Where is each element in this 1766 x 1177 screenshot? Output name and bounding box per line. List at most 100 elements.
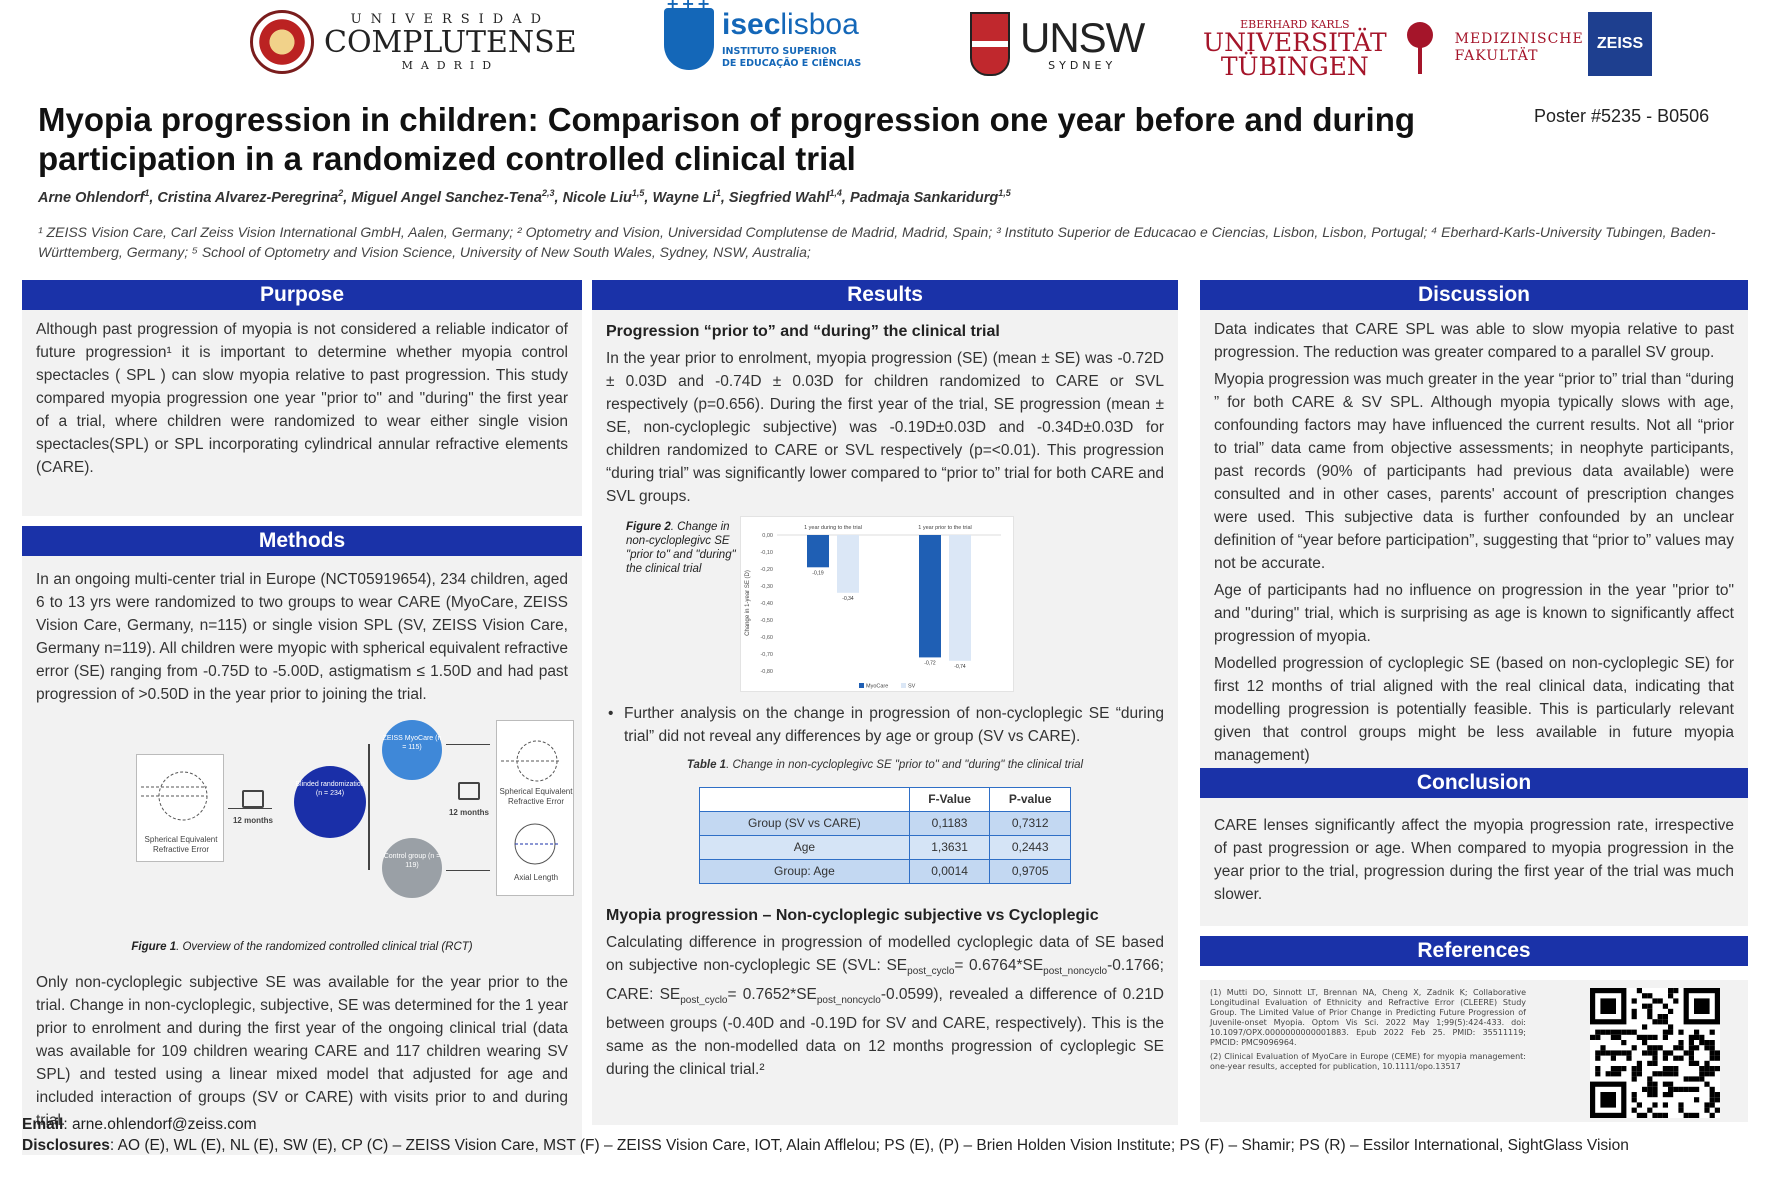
qr-module [1709, 1040, 1715, 1046]
qr-module [1657, 1071, 1663, 1077]
qr-module [1647, 1003, 1653, 1009]
results-bullet-1: Further analysis on the change in progre… [606, 702, 1164, 748]
qr-module [1662, 1014, 1668, 1020]
qr-module [1652, 1019, 1658, 1025]
table-cell: Group: Age [699, 859, 910, 884]
data-label: -0,72 [924, 660, 936, 666]
references-box: (1) Mutti DO, Sinnott LT, Brennan NA, Ch… [1200, 980, 1748, 1122]
qr-module [1688, 1040, 1694, 1046]
author-affiliation-number: 1,4 [829, 188, 842, 198]
qr-module [1668, 1008, 1674, 1014]
qr-module [1704, 1081, 1710, 1087]
results-paragraph-1: In the year prior to enrolment, myopia p… [606, 350, 1164, 505]
qr-module [1652, 1112, 1658, 1118]
qr-module [1662, 1034, 1668, 1040]
results-header: Results [592, 280, 1178, 310]
author-name: Nicole Liu [562, 189, 632, 206]
qr-module [1709, 1066, 1715, 1072]
qr-module [1642, 1086, 1648, 1092]
unsw-name: UNSW [1020, 13, 1145, 61]
qr-module [1668, 988, 1674, 994]
author-affiliation-number: 1 [715, 188, 721, 198]
email-address[interactable]: : arne.ohlendorf@zeiss.com [63, 1116, 257, 1133]
conclusion-box: CARE lenses significantly affect the myo… [1200, 798, 1748, 926]
bar-myocare [919, 535, 941, 658]
qr-module [1631, 1066, 1637, 1072]
y-tick-label: -0,80 [760, 669, 773, 675]
legend-swatch [901, 683, 906, 688]
qr-module [1694, 1086, 1700, 1092]
qr-module [1631, 1045, 1637, 1051]
table-1-label: Table 1 [686, 759, 727, 771]
qr-module [1616, 1029, 1622, 1035]
qr-module [1631, 1014, 1637, 1020]
qr-module [1642, 1040, 1648, 1046]
author-affiliation-number: 2 [338, 188, 344, 198]
authors-line: Arne Ohlendorf1, Cristina Alvarez-Peregr… [38, 188, 1011, 206]
discussion-box: Data indicates that CARE SPL was able to… [1200, 310, 1748, 768]
qr-module [1631, 1071, 1637, 1077]
author-name: Wayne Li [652, 189, 716, 206]
qr-module [1673, 1086, 1679, 1092]
qr-module [1714, 1097, 1720, 1103]
randomization-label: Blinded randomization (n = 234) [295, 781, 365, 797]
y-tick-label: -0,20 [760, 567, 773, 573]
references-header: References [1200, 936, 1748, 966]
email-line: Email: arne.ohlendorf@zeiss.com [22, 1114, 1629, 1135]
qr-module [1631, 1029, 1637, 1035]
qr-module [1631, 1076, 1637, 1082]
qr-module [1709, 1029, 1715, 1035]
qr-module [1694, 1076, 1700, 1082]
qr-module [1642, 1034, 1648, 1040]
disclosures-label: Disclosures [22, 1137, 110, 1154]
baseline-label: Spherical Equivalent Refractive Error [144, 835, 218, 854]
legend-label: SV [908, 684, 916, 690]
months-label-1: 12 months [232, 816, 273, 825]
isec-name-bold: isec [722, 8, 781, 41]
outcome-top-label: Spherical Equivalent Refractive Error [499, 787, 573, 806]
qr-module [1647, 1107, 1653, 1113]
qr-module [1652, 1045, 1658, 1051]
arrow-top [446, 744, 490, 745]
axial-length-icon [514, 823, 559, 865]
formula-sub: post_noncyclo [1043, 966, 1108, 978]
qr-module [1631, 1107, 1637, 1113]
qr-module [1688, 1086, 1694, 1092]
qr-module [1673, 1066, 1679, 1072]
author-name: Siegfried Wahl [728, 189, 830, 206]
qr-module [1636, 1102, 1642, 1108]
discussion-paragraph-1: Data indicates that CARE SPL was able to… [1214, 321, 1734, 361]
qr-module [1647, 1092, 1653, 1098]
tubingen-top: EBERHARD KARLS [1240, 18, 1350, 31]
table-header-row: F-Value P-value [699, 787, 1071, 812]
qr-module [1673, 1071, 1679, 1077]
table-row: Age 1,3631 0,2443 [699, 835, 1071, 860]
calendar-icon-2 [458, 782, 480, 800]
unsw-crest-icon [970, 12, 1010, 76]
figure-2: Figure 2. Change in non-cycloplegivc SE … [606, 516, 1164, 692]
qr-module [1714, 1107, 1720, 1113]
results-subheading-1: Progression “prior to” and “during” the … [606, 323, 1000, 340]
qr-code-icon[interactable] [1590, 988, 1720, 1118]
arrow-1 [228, 808, 272, 809]
qr-module [1662, 1081, 1668, 1087]
outcome-box: Spherical Equivalent Refractive Error Ax… [496, 720, 574, 896]
qr-module [1662, 1019, 1668, 1025]
qr-module [1595, 1055, 1601, 1061]
table-cell: Group (SV vs CARE) [699, 811, 910, 836]
formula-sub: post_cyclo [680, 995, 728, 1007]
formula-part: -0.1766; CARE: SE [606, 957, 1164, 1004]
qr-module [1688, 1076, 1694, 1082]
qr-module [1683, 1112, 1689, 1118]
qr-module [1647, 1050, 1653, 1056]
unsw-logo: UNSW SYDNEY [970, 12, 1145, 76]
table-row: Group (SV vs CARE) 0,1183 0,7312 [699, 811, 1071, 836]
qr-module [1662, 1029, 1668, 1035]
qr-module [1699, 1076, 1705, 1082]
calendar-icon [242, 790, 264, 808]
formula-part: -0.0599), revealed a difference of 0.21D… [606, 986, 1164, 1079]
qr-module [1688, 1045, 1694, 1051]
formula-sub: post_cyclo [907, 966, 955, 978]
qr-module [1600, 998, 1616, 1014]
